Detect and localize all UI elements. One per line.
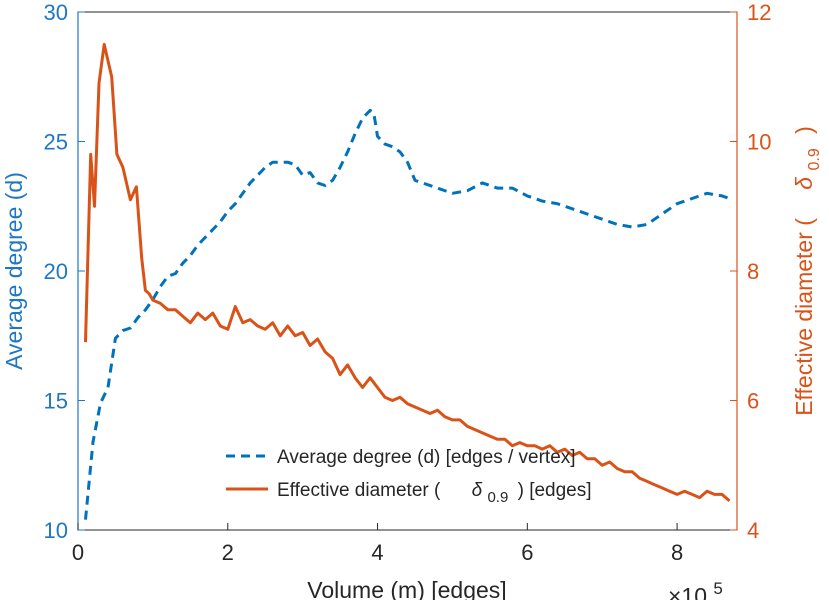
left-y-tick-label: 25 bbox=[44, 130, 68, 155]
right-y-tick-label: 10 bbox=[747, 130, 771, 155]
left-y-tick-label: 30 bbox=[44, 0, 68, 25]
series-line-effective-diameter bbox=[84, 42, 731, 503]
series-lines bbox=[84, 42, 731, 520]
right-axis-title-prefix: Effective diameter ( bbox=[791, 218, 817, 416]
x-tick-label: 4 bbox=[371, 540, 383, 565]
legend-label-prefix: Effective diameter ( bbox=[277, 480, 441, 501]
right-axis-title-suffix: ) bbox=[791, 126, 817, 134]
x-axis-exponent-base: ×10 bbox=[668, 583, 707, 600]
x-tick-label: 6 bbox=[521, 540, 533, 565]
left-y-tick-label: 15 bbox=[44, 389, 68, 414]
right-axis-title: Effective diameter ( δ 0.9 ) bbox=[791, 126, 824, 416]
x-tick-label: 8 bbox=[671, 540, 683, 565]
left-y-tick-label: 20 bbox=[44, 259, 68, 284]
x-tick-label: 2 bbox=[222, 540, 234, 565]
legend-label-average-degree: Average degree (d) [edges / vertex] bbox=[277, 447, 576, 468]
left-axis-title: Average degree (d) bbox=[1, 172, 27, 370]
legend-label-suffix: ) [edges] bbox=[518, 480, 592, 501]
x-axis-exponent-power: 5 bbox=[713, 579, 722, 598]
legend-label-symbol: δ bbox=[472, 480, 483, 501]
x-axis-title: Volume (m) [edges] bbox=[307, 577, 506, 600]
left-y-tick-label: 10 bbox=[44, 518, 68, 543]
legend: Average degree (d) [edges / vertex] Effe… bbox=[226, 447, 592, 507]
series-line-average-degree bbox=[84, 108, 730, 520]
left-y-ticks: 10 15 20 25 30 bbox=[44, 0, 85, 543]
legend-label-subscript: 0.9 bbox=[487, 489, 508, 506]
right-y-tick-label: 6 bbox=[747, 389, 759, 414]
x-axis-exponent: ×10 5 bbox=[668, 579, 723, 600]
right-axis-title-symbol: δ bbox=[791, 177, 817, 190]
right-y-ticks: 4 6 8 10 12 bbox=[730, 0, 771, 543]
right-y-tick-label: 4 bbox=[747, 518, 759, 543]
x-tick-label: 0 bbox=[72, 540, 84, 565]
right-axis-title-subscript: 0.9 bbox=[806, 148, 823, 170]
legend-label-effective-diameter: Effective diameter ( δ 0.9 ) [edges] bbox=[277, 480, 592, 507]
x-ticks: 0 2 4 6 8 bbox=[72, 523, 683, 565]
right-y-tick-label: 12 bbox=[747, 0, 771, 25]
right-y-tick-label: 8 bbox=[747, 259, 759, 284]
